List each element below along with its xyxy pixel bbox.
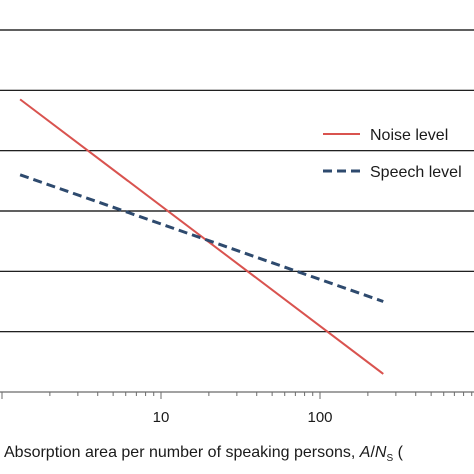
y-gridlines — [0, 29, 474, 333]
series-line-noise-level — [19, 98, 384, 375]
x-tick-label: 100 — [307, 409, 332, 426]
x-axis-title: Absorption area per number of speaking p… — [4, 444, 404, 464]
legend: Noise level Speech level — [323, 127, 462, 181]
x-ticks: 10 100 — [1, 392, 473, 426]
series-lines — [19, 98, 384, 375]
x-tick-label: 10 — [153, 409, 170, 426]
legend-label: Speech level — [370, 164, 462, 181]
legend-label: Noise level — [370, 127, 448, 144]
series-line-speech-level — [19, 173, 384, 303]
